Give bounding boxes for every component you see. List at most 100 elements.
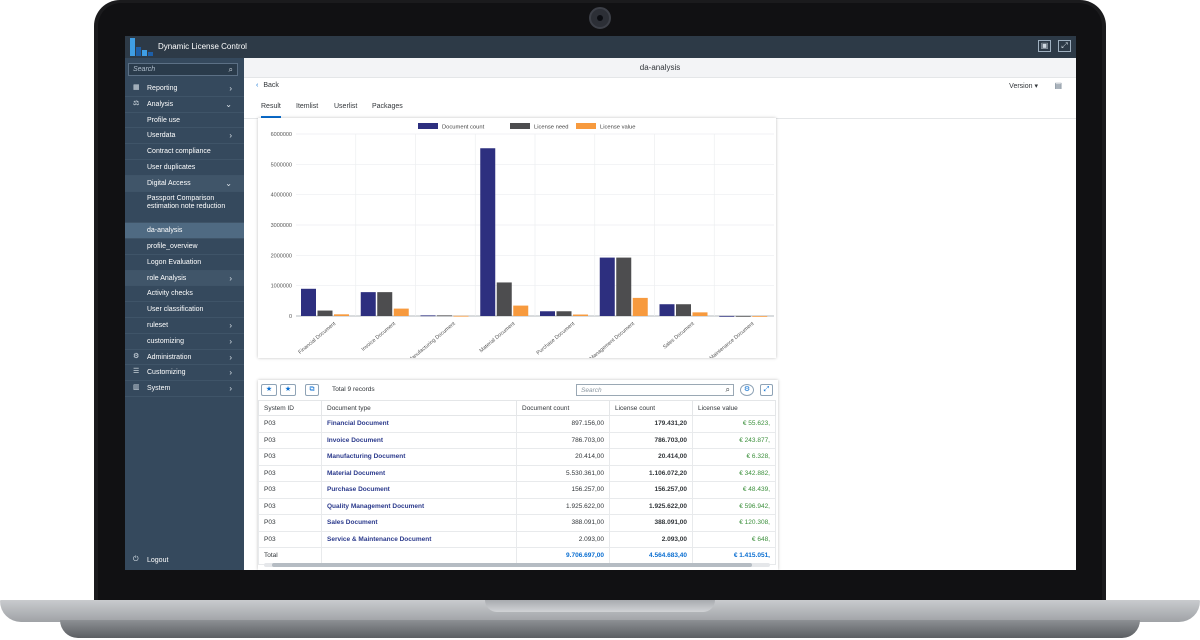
tab-itemlist[interactable]: Itemlist (296, 103, 319, 110)
sidebar-item-label: Contract compliance (147, 148, 211, 156)
chevron-right-icon: › (229, 368, 232, 378)
col-system-id[interactable]: System ID (258, 400, 322, 416)
sidebar-search-input[interactable]: Search ⌕ (128, 63, 238, 76)
x-tick-label: Manufacturing Document (407, 321, 457, 358)
sidebar-item[interactable]: Logon Evaluation (125, 255, 244, 271)
sidebar-item[interactable]: Passport Comparison estimation note redu… (125, 192, 244, 224)
sidebar-item[interactable]: Digital Access ⌄ (125, 175, 244, 192)
page-title: da-analysis (244, 58, 1076, 78)
sidebar-item[interactable]: customizing › (125, 334, 244, 350)
chevron-down-icon: ⌄ (225, 99, 232, 109)
bar (480, 148, 496, 316)
table-row[interactable]: P03 Quality Management Document 1.925.622,… (258, 497, 776, 515)
fullscreen-icon[interactable]: ⤢ (760, 384, 773, 396)
tab-userlist[interactable]: Userlist (334, 103, 358, 110)
settings-icon[interactable]: ⚙ (740, 384, 754, 396)
table-cell: 786.703,00 (609, 431, 693, 449)
table-row[interactable]: P03 Manufacturing Document 20.414,00 20.414… (258, 448, 776, 466)
table-cell: P03 (258, 530, 322, 548)
legend-label: License value (600, 125, 635, 131)
bar (317, 310, 333, 316)
export-icon[interactable]: ▤ (1054, 81, 1062, 90)
sidebar-item[interactable]: User classification (125, 302, 244, 318)
bar (556, 311, 572, 316)
sidebar-item[interactable]: Profile use (125, 113, 244, 129)
table-cell: Material Document (321, 464, 517, 482)
tab-result[interactable]: Result (261, 103, 281, 118)
copy-icon[interactable]: ⧉ (305, 384, 319, 396)
chevron-right-icon: › (229, 384, 232, 394)
sidebar-item[interactable]: Userdata › (125, 128, 244, 145)
table-cell: € 48.439, (692, 481, 776, 499)
table-row[interactable]: P03 Financial Document 897.156,00 179.431,2… (258, 415, 776, 433)
chevron-right-icon: › (229, 273, 232, 283)
back-button[interactable]: ‹ Back (256, 82, 279, 89)
admin-icon: ⚙ (133, 352, 140, 360)
search-icon[interactable]: ⌕ (228, 65, 233, 74)
bar (599, 257, 615, 316)
chevron-down-icon: ⌄ (225, 178, 232, 188)
legend-label: Document count (442, 125, 485, 131)
sidebar-item-label: System (147, 385, 171, 393)
total-cell: 4.564.683,40 (609, 547, 693, 565)
tab-packages[interactable]: Packages (372, 103, 403, 110)
sidebar-item[interactable]: da-analysis (125, 223, 244, 239)
table-cell: Manufacturing Document (321, 448, 517, 466)
sidebar-item[interactable]: ☰ Customizing › (125, 365, 244, 382)
table-search-input[interactable]: Search ⌕ (576, 384, 734, 396)
app-logo-icon (130, 38, 154, 56)
table-cell: € 596.942, (692, 497, 776, 515)
col-license-value[interactable]: License value (692, 400, 776, 416)
table-row[interactable]: P03 Invoice Document 786.703,00 786.703,00 €… (258, 431, 776, 449)
table-cell: 1.925.622,00 (516, 497, 610, 515)
logout-icon: ⏻ (133, 556, 139, 563)
bar (301, 288, 316, 316)
table-row[interactable]: P03 Service & Maintenance Document 2.093,0… (258, 530, 776, 548)
search-icon[interactable]: ⌕ (725, 385, 730, 394)
sidebar-item[interactable]: Activity checks (125, 286, 244, 303)
bar (393, 308, 409, 316)
fullscreen-icon[interactable]: ⤢ (1058, 40, 1071, 52)
bar-chart: 0 1000000 2000000 3000000 4000000 5000000 6000… (271, 123, 774, 365)
version-select[interactable]: Version ▾ (1009, 83, 1038, 90)
table-cell: 2.093,00 (516, 530, 610, 548)
col-license-count[interactable]: License count (609, 400, 693, 416)
table-row[interactable]: P03 Purchase Document 156.257,00 156.257,00… (258, 481, 776, 499)
window-icon[interactable]: ▣ (1038, 40, 1051, 52)
tab-bar: Result Itemlist Userlist Packages (244, 98, 1076, 119)
main-content: da-analysis ‹ Back Version ▾ ▤ Result Ite… (244, 58, 1076, 570)
table-cell: 156.257,00 (609, 481, 693, 499)
laptop-notch (485, 600, 715, 612)
sidebar-item[interactable]: ⚖ Analysis ⌄ (125, 97, 244, 113)
logout-button[interactable]: ⏻ Logout (133, 556, 169, 564)
sidebar-item[interactable]: ⚙ Administration › (125, 350, 244, 366)
chevron-right-icon: › (229, 352, 232, 362)
y-tick-label: 6000000 (271, 132, 292, 138)
bar (676, 304, 691, 316)
app-title: Dynamic License Control (158, 42, 247, 51)
bar (420, 315, 436, 317)
sidebar-item-label: Profile use (147, 116, 181, 124)
sidebar-item[interactable]: profile_overview (125, 239, 244, 255)
sidebar-item-label: ruleset (147, 322, 169, 329)
sidebar-item-label: Administration (147, 353, 192, 361)
col-document-count[interactable]: Document count (516, 400, 610, 416)
table-row[interactable]: P03 Sales Document 388.091,00 388.091,00 € 1… (258, 514, 776, 532)
sidebar-item[interactable]: role Analysis › (125, 270, 244, 287)
sidebar-item[interactable]: ▦ Reporting › (125, 81, 244, 97)
sidebar-item[interactable]: ruleset › (125, 318, 244, 334)
sidebar-item-label: Reporting (147, 85, 178, 92)
table-row[interactable]: P03 Material Document 5.530.361,00 1.106.07… (258, 464, 776, 482)
x-tick-label: y Management Document (586, 321, 637, 358)
favorite-icon[interactable]: ★ (261, 384, 277, 396)
col-document-type[interactable]: Document type (321, 400, 517, 416)
chevron-right-icon: › (229, 336, 232, 346)
sidebar-item[interactable]: Contract compliance (125, 144, 244, 160)
sidebar-item[interactable]: User duplicates (125, 160, 244, 176)
total-row: Total 9.706.697,00 4.564.683,40 € 1.415.051… (258, 547, 776, 565)
favorite-add-icon[interactable]: ★ (280, 384, 296, 396)
horizontal-scrollbar[interactable] (264, 563, 770, 567)
legend-swatch (576, 123, 596, 129)
sidebar-item[interactable]: ▥ System › (125, 381, 244, 397)
table-cell: 2.093,00 (609, 530, 693, 548)
